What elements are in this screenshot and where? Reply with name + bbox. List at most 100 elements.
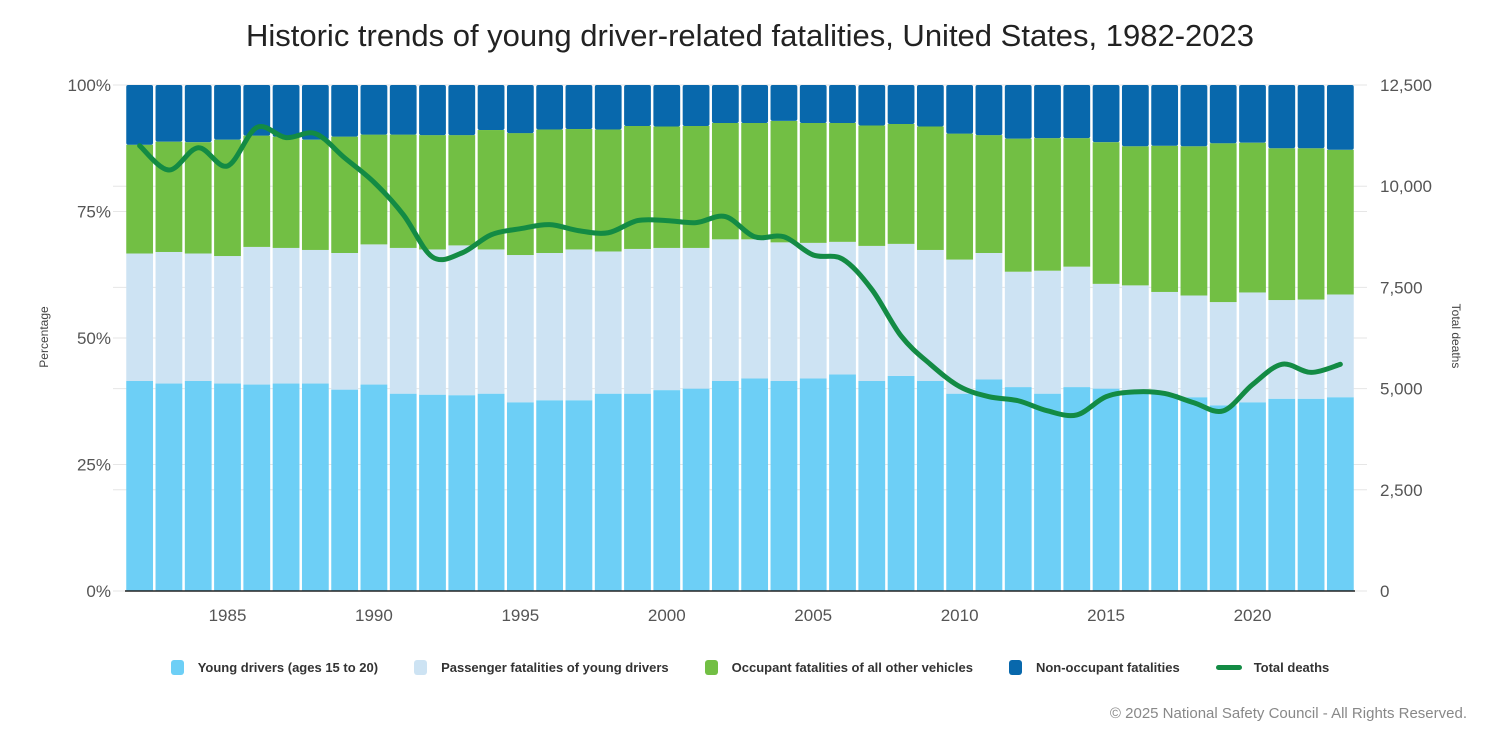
bar-segment [1297,398,1325,591]
x-tick-label: 2000 [648,606,686,625]
chart-title: Historic trends of young driver-related … [245,18,1255,53]
bar-segment [360,244,388,385]
bar-segment [1034,138,1061,271]
bar-segment [184,253,212,382]
bar-segment [565,249,593,401]
bar-segment [1209,143,1237,303]
bar-segment [536,85,564,130]
legend-label: Non-occupant fatalities [1035,660,1180,675]
bar-segment [506,402,534,591]
bar-segment [184,85,212,143]
legend-item-non-occupant[interactable]: Non-occupant fatalities [1008,660,1180,675]
bar-segment [653,247,681,391]
x-tick-label: 1985 [209,606,247,625]
bar-segment [360,384,388,591]
bar-segment [1151,393,1179,591]
bar-segment [1004,85,1032,139]
bar-segment [419,135,446,250]
bar-segment [448,85,476,136]
legend-item-occupant[interactable]: Occupant fatalities of all other vehicle… [704,660,973,675]
bar-segment [770,381,798,591]
x-tick-label: 1995 [501,606,539,625]
bar-segment [448,135,476,246]
bar-segment [184,381,212,591]
bar-segment [887,123,915,244]
bar-segment [448,245,476,396]
legend-item-total-deaths[interactable]: Total deaths [1215,660,1329,675]
legend-label: Occupant fatalities of all other vehicle… [731,660,973,675]
bar-segment [565,85,593,130]
bar-segment [1063,138,1091,267]
bar-segment [126,85,154,145]
legend-swatch [704,660,718,675]
bar-segment [477,85,505,131]
bar-segment [1268,148,1296,301]
bar-segment [1209,405,1237,591]
bar-segment [975,135,1003,253]
bar-segment [682,125,710,248]
bar-segment [301,383,329,591]
y-tick-label: 25% [77,456,111,475]
bar-segment [477,393,505,591]
x-tick-label: 2015 [1087,606,1125,625]
bar-segment [536,400,564,591]
bar-segment [946,393,974,591]
bar-segment [389,393,417,591]
bar-segment [1092,388,1120,591]
bar-segment [946,85,974,134]
bar-segment [594,251,622,394]
bar-segment [243,384,271,591]
bar-segment [1268,398,1296,591]
legend-item-young-drivers[interactable]: Young drivers (ages 15 to 20) [170,660,379,675]
bar-segment [653,126,681,248]
bar-segment [624,125,651,249]
bar-segment [858,381,886,591]
bar-segment [331,136,359,253]
y-axis-label: Percentage [37,306,51,368]
bar-segment [389,85,417,135]
legend-swatch [170,660,184,675]
bar-segment [1268,300,1296,399]
legend-swatch [414,660,428,675]
bar-segment [506,255,534,403]
bar-segment [887,243,915,376]
bar-segment [1209,302,1237,406]
bar-segment [624,393,651,591]
bar-segment [272,85,300,137]
bar-segment [1063,387,1091,591]
legend: Young drivers (ages 15 to 20) Passenger … [0,660,1500,675]
bar-segment [214,383,241,591]
bar-segment [1297,148,1325,300]
bar-segment [858,125,886,246]
bar-segment [946,133,974,260]
bar-segment [741,239,769,379]
bar-segment [741,122,769,240]
legend-item-passenger[interactable]: Passenger fatalities of young drivers [414,660,669,675]
bar-segment [419,394,446,591]
y2-tick-label: 7,500 [1380,278,1423,297]
bar-segment [155,141,183,252]
bar-segment [653,85,681,127]
copyright-credit: © 2025 National Safety Council - All Rig… [1109,705,1467,722]
bar-segment [243,135,271,247]
bar-segment [1121,285,1149,393]
bar-segment [741,85,769,123]
y2-tick-label: 5,000 [1380,380,1423,399]
bar-segment [126,253,154,382]
bar-segment [829,85,856,123]
y2-tick-label: 2,500 [1380,481,1423,500]
bar-segment [536,129,564,253]
bar-segment [916,85,944,127]
bar-segment [301,139,329,250]
bar-segment [1092,283,1120,389]
bar-segment [126,144,154,254]
bar-segment [1239,402,1266,591]
bar-segment [799,242,827,379]
bar-segment [389,247,417,394]
bar-segment [1092,85,1120,143]
x-tick-label: 1990 [355,606,393,625]
y2-tick-label: 0 [1380,582,1389,601]
legend-label: Young drivers (ages 15 to 20) [197,660,379,675]
bar-segment [829,374,856,591]
bar-segment [975,85,1003,136]
